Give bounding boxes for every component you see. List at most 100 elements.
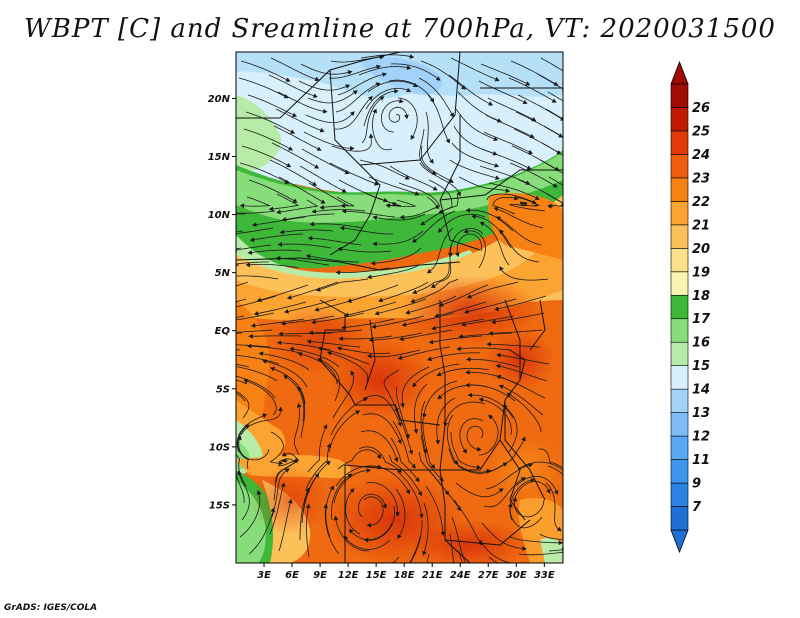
streamline [306, 504, 310, 558]
streamline [390, 63, 441, 81]
streamline-arrow [248, 333, 253, 339]
streamline [335, 82, 380, 113]
streamline [485, 463, 533, 490]
streamline [457, 347, 511, 351]
lon-label: 6E [285, 570, 299, 581]
streamline-arrow [435, 439, 440, 445]
streamline-arrow [564, 538, 568, 542]
streamline-arrow [281, 452, 287, 457]
streamline-arrow [368, 133, 374, 139]
streamline [438, 213, 486, 233]
streamline-arrow [314, 307, 320, 312]
streamline-arrow [277, 242, 283, 247]
colorbar-segment [670, 435, 689, 460]
streamline [306, 255, 359, 263]
streamline-arrow [281, 482, 286, 488]
streamline-arrow [415, 477, 420, 483]
streamline [509, 503, 543, 529]
streamline [238, 436, 270, 461]
streamline-arrow [308, 330, 314, 336]
streamline-arrow [348, 528, 354, 534]
colorbar-label: 13 [692, 406, 710, 421]
streamline [337, 347, 391, 354]
streamline [298, 80, 350, 91]
colorbar-segment [670, 365, 689, 390]
streamline [414, 383, 428, 434]
colorbar-segment [670, 83, 689, 108]
streamline-arrow [520, 477, 526, 482]
streamline-arrow [286, 163, 292, 168]
streamline [373, 213, 426, 221]
streamline [247, 94, 297, 117]
colorbar: 7 9 11 12 13 14 15 16 17 18 19 20 21 22 23 24 25 26 [670, 60, 711, 554]
streamline [499, 229, 540, 263]
streamline-arrow [292, 198, 298, 203]
streamline [459, 332, 513, 338]
streamline [335, 516, 370, 552]
streamline [315, 295, 367, 311]
colorbar-segment [670, 388, 689, 413]
streamline [330, 397, 368, 436]
streamline-arrow [523, 201, 528, 207]
streamline-arrow [410, 298, 416, 304]
streamline [423, 380, 458, 418]
streamline [364, 505, 395, 541]
streamline [269, 159, 317, 186]
streamline-arrow [486, 342, 491, 347]
streamline [236, 312, 275, 321]
streamline [466, 425, 484, 450]
streamline [389, 165, 438, 191]
streamline-arrow [410, 135, 415, 140]
streamline-arrow [465, 382, 470, 388]
streamline [362, 413, 402, 444]
streamline-arrow [496, 216, 501, 221]
colorbar-segment [670, 294, 689, 320]
streamline [278, 243, 332, 249]
streamline-arrow [239, 203, 245, 209]
streamline-arrow [297, 386, 302, 391]
streamline-arrow [411, 463, 416, 469]
streamline [278, 499, 292, 552]
streamline-arrow [278, 406, 283, 412]
streamline [236, 354, 280, 365]
streamline-arrow [372, 108, 377, 114]
streamline [388, 454, 422, 496]
streamline [236, 392, 246, 402]
streamline [547, 465, 563, 476]
streamline [236, 295, 277, 308]
streamline-arrow [508, 502, 513, 508]
streamline [339, 335, 393, 340]
streamline-arrow [372, 241, 378, 247]
streamline [287, 281, 339, 299]
streamline-arrow [464, 309, 469, 314]
streamline-arrow [437, 228, 443, 233]
streamline [375, 298, 427, 315]
streamline [540, 57, 563, 72]
lat-label: EQ [215, 326, 231, 337]
streamline-arrow [564, 475, 568, 479]
streamline-arrow [268, 206, 274, 212]
streamline-arrow [562, 175, 563, 176]
streamline [282, 213, 335, 221]
streamline [483, 131, 533, 154]
lon-label: 9E [313, 570, 327, 581]
streamline-arrow [244, 424, 250, 429]
streamline-arrow [564, 70, 568, 73]
streamline-arrow [462, 448, 467, 454]
streamline-arrow [247, 250, 253, 255]
streamline [271, 142, 319, 169]
streamline-arrow [547, 203, 552, 209]
streamline [395, 488, 406, 539]
streamline [320, 196, 355, 209]
streamline [335, 465, 382, 487]
streamline-arrow [397, 439, 402, 445]
streamline-arrow [232, 364, 236, 368]
streamline-arrow [407, 564, 411, 568]
streamline [241, 145, 291, 168]
streamline [425, 485, 444, 536]
streamline [270, 57, 320, 81]
streamline-arrow [323, 503, 328, 509]
streamline [300, 63, 352, 75]
streamline [284, 298, 337, 313]
streamline [245, 111, 295, 134]
